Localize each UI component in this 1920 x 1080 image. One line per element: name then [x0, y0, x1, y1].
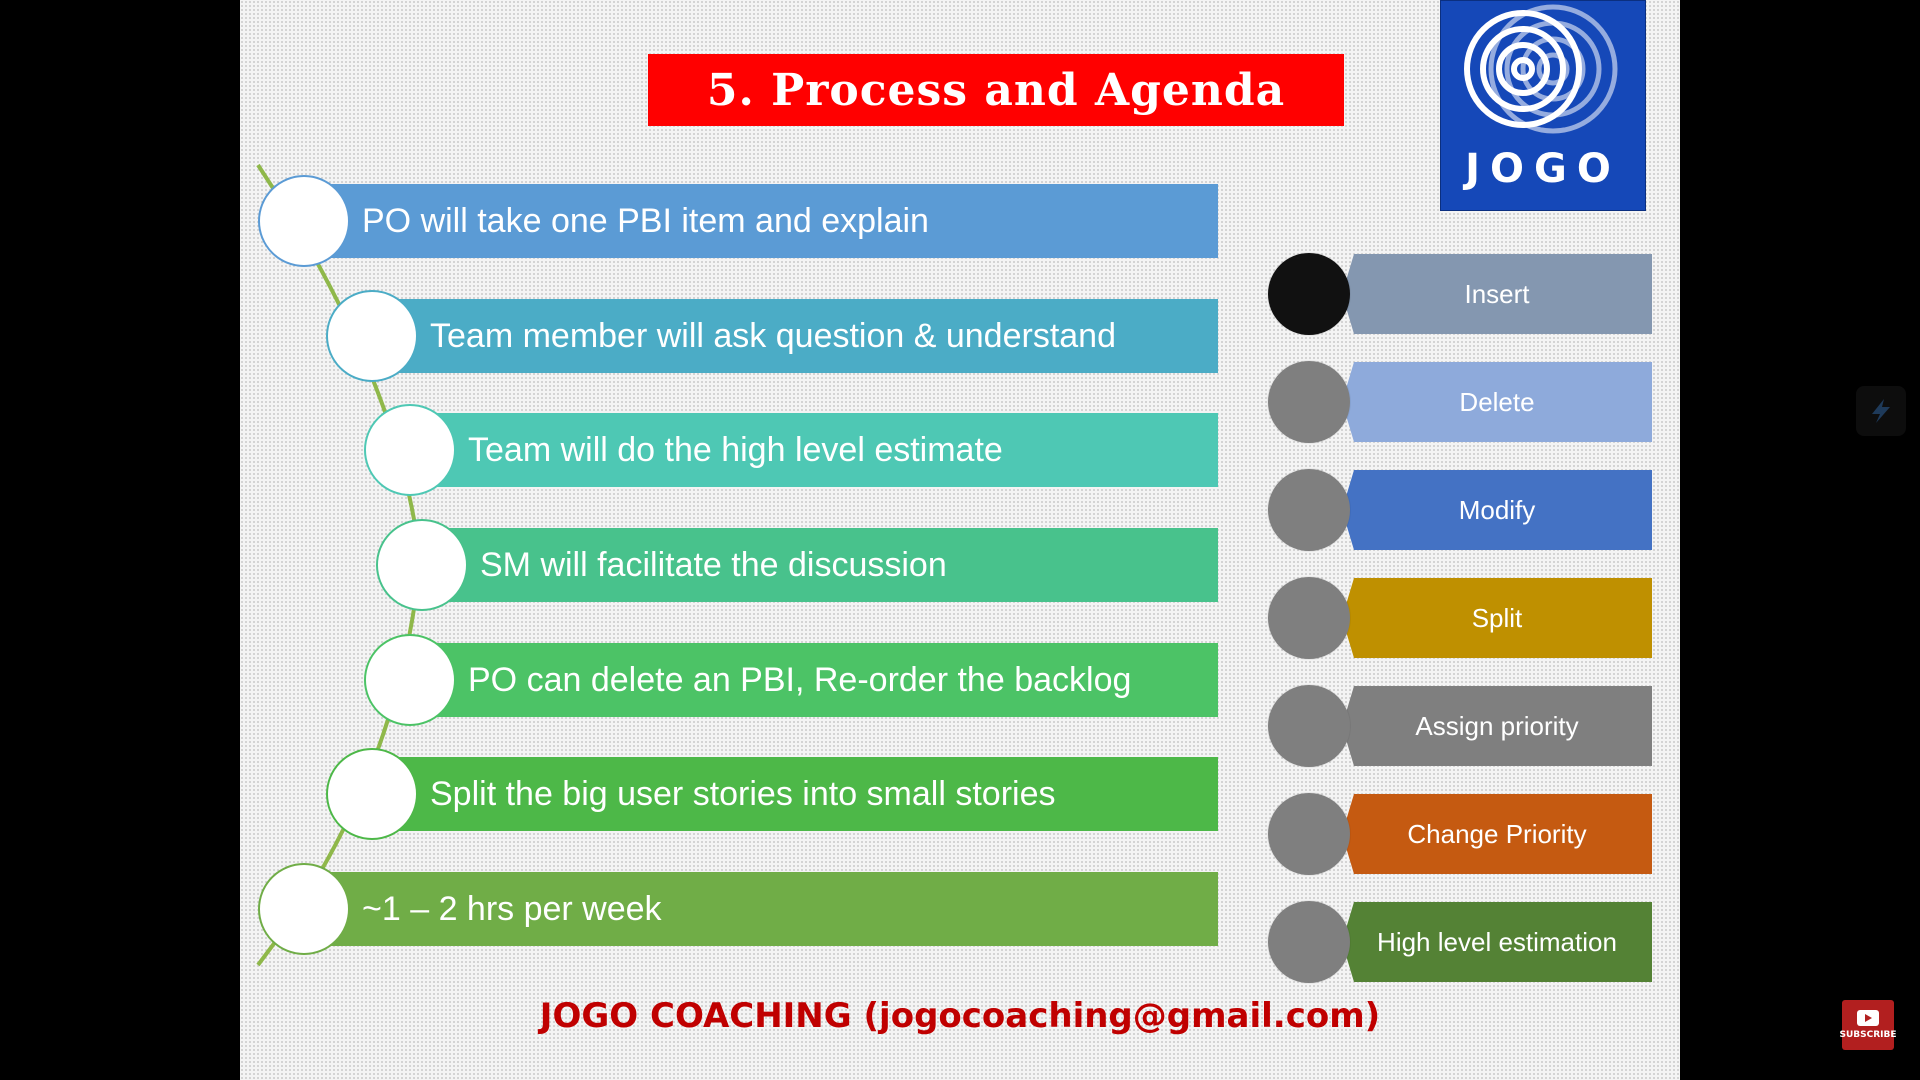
process-step-label: PO will take one PBI item and explain	[362, 201, 929, 240]
concentric-circles-logo-icon	[1464, 4, 1618, 134]
process-step-bar: SM will facilitate the discussion	[422, 528, 1218, 602]
action-dot	[1268, 793, 1350, 875]
timeline-curve	[256, 163, 423, 967]
process-step-bar: PO will take one PBI item and explain	[304, 184, 1218, 258]
action-tag-label: Split	[1471, 602, 1523, 633]
play-icon	[1857, 1010, 1879, 1026]
slide-title: 5. Process and Agenda	[706, 64, 1286, 116]
action-dot	[1268, 577, 1350, 659]
slash-icon	[1872, 399, 1890, 423]
step-bubble	[258, 175, 350, 267]
slide: 5. Process and Agenda JOGO PO will take …	[240, 0, 1680, 1080]
action-tag: Split	[1342, 578, 1652, 658]
action-tag-label: High level estimation	[1377, 926, 1617, 957]
step-bubble	[326, 748, 418, 840]
side-overlay-icon[interactable]	[1856, 386, 1906, 436]
step-bubble	[364, 634, 456, 726]
action-tag: Change Priority	[1342, 794, 1652, 874]
process-step-label: PO can delete an PBI, Re-order the backl…	[468, 660, 1132, 699]
action-tag-label: Insert	[1464, 278, 1530, 309]
jogo-logo: JOGO	[1440, 0, 1646, 211]
process-step-label: SM will facilitate the discussion	[480, 545, 947, 584]
title-banner: 5. Process and Agenda	[648, 54, 1344, 126]
action-tag-label: Modify	[1458, 494, 1536, 525]
action-tag-label: Delete	[1459, 386, 1535, 417]
subscribe-label: SUBSCRIBE	[1839, 1030, 1897, 1040]
step-bubble	[364, 404, 456, 496]
process-step-bar: Team will do the high level estimate	[410, 413, 1218, 487]
action-dot	[1268, 253, 1350, 335]
step-bubble	[326, 290, 418, 382]
logo-text: JOGO	[1465, 146, 1621, 192]
process-step-label: ~1 – 2 hrs per week	[362, 889, 662, 928]
process-step-label: Team member will ask question & understa…	[430, 316, 1116, 355]
action-tag: Delete	[1342, 362, 1652, 442]
action-tag: High level estimation	[1342, 902, 1652, 982]
action-tag: Insert	[1342, 254, 1652, 334]
process-step-bar: PO can delete an PBI, Re-order the backl…	[410, 643, 1218, 717]
process-step-label: Split the big user stories into small st…	[430, 774, 1056, 813]
process-step-label: Team will do the high level estimate	[468, 430, 1003, 469]
subscribe-button[interactable]: SUBSCRIBE	[1839, 1000, 1897, 1050]
action-dot	[1268, 901, 1350, 983]
step-bubble	[258, 863, 350, 955]
action-dot	[1268, 469, 1350, 551]
action-tag-label: Change Priority	[1407, 818, 1587, 849]
action-dot	[1268, 685, 1350, 767]
process-step-bar: Split the big user stories into small st…	[372, 757, 1218, 831]
footer-contact: JOGO COACHING (jogocoaching@gmail.com)	[539, 996, 1381, 1036]
process-step-bar: Team member will ask question & understa…	[372, 299, 1218, 373]
action-tag: Assign priority	[1342, 686, 1652, 766]
step-bubble	[376, 519, 468, 611]
action-dot	[1268, 361, 1350, 443]
action-tag-label: Assign priority	[1415, 710, 1579, 741]
process-step-bar: ~1 – 2 hrs per week	[304, 872, 1218, 946]
action-tag: Modify	[1342, 470, 1652, 550]
